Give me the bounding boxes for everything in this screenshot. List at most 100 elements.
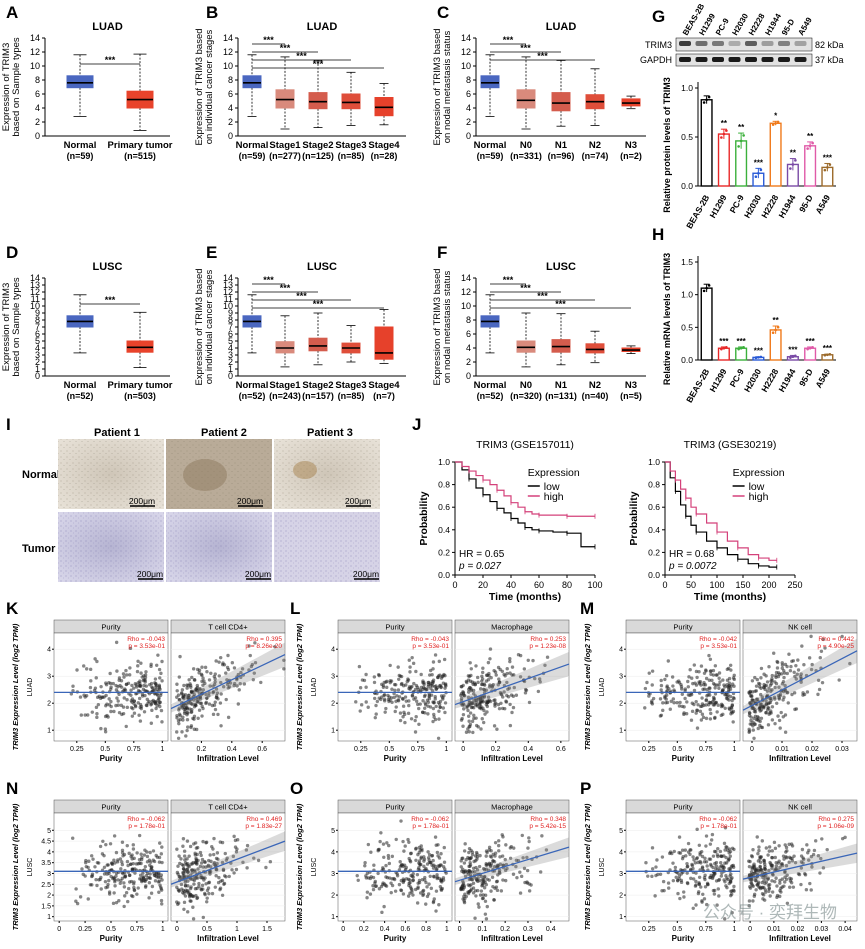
data-point [727,857,731,861]
data-point [712,697,716,701]
data-point [145,860,150,864]
data-point [184,734,188,738]
data-point [490,685,495,689]
data-point [390,854,395,859]
data-point [503,857,507,862]
x-n-label: (n=74) [582,151,609,161]
data-point [120,862,125,867]
data-point [244,848,249,852]
data-point [711,668,716,673]
data-point [536,689,541,694]
data-point [481,866,486,871]
data-point [373,879,377,884]
replicate-point [776,120,780,124]
data-point [374,712,378,716]
data-point [493,840,498,845]
sig-stars: *** [105,295,116,305]
data-point [105,713,109,718]
data-point [210,891,215,896]
data-point [225,682,230,687]
data-point [727,698,731,702]
data-point [208,853,212,857]
data-point [207,691,211,695]
data-point [493,704,497,708]
data-point [185,861,190,866]
data-point [88,667,93,672]
data-point [656,872,660,877]
y-tick-label: 0.6 [648,502,660,512]
data-point [770,855,774,860]
data-point [525,855,529,860]
data-point [761,705,766,709]
data-point [747,711,752,715]
data-point [357,664,362,669]
data-point [125,697,129,702]
data-point [102,865,107,870]
data-point [697,681,702,686]
wb-37kda: 37 kDa [815,55,844,65]
data-point [707,678,712,682]
scatter-points [355,819,448,915]
data-point [482,695,486,699]
data-point [98,844,103,849]
data-point [107,892,112,896]
data-point [368,892,373,896]
y-tick-label: 12 [461,47,471,57]
data-point [487,845,492,850]
data-point [144,670,148,674]
x-tick-label: N1 [555,380,568,391]
x-tick-label: Stage1 [269,140,301,151]
data-point [473,869,477,874]
data-point [211,847,215,851]
data-point [190,675,194,680]
data-point [433,684,437,689]
data-point [217,875,221,880]
wb-band-trim3 [745,41,757,46]
data-point [759,725,764,729]
data-point [712,849,717,854]
sig-stars: *** [296,291,307,301]
data-point [193,853,198,857]
data-point [495,727,499,731]
data-point [188,683,193,688]
data-point [683,687,688,691]
data-point [647,694,651,698]
chart-title: LUAD [546,21,577,33]
data-point [779,886,783,890]
x-tick-label: Normal [474,140,507,151]
data-point [89,679,93,683]
data-point [721,678,725,682]
data-point [359,703,364,707]
data-point [726,848,730,853]
data-point [95,712,99,716]
data-point [402,849,406,853]
data-point [132,711,137,715]
data-point [727,688,731,692]
data-point [176,736,181,740]
data-point [409,851,413,856]
x-axis-label: Infiltration Level [481,754,543,763]
data-point [790,856,794,861]
data-point [122,904,126,909]
data-point [719,704,724,709]
data-point [159,708,164,713]
data-point [177,675,182,679]
data-point [467,714,471,718]
x-tick-label: 0 [748,926,752,933]
data-point [203,860,207,864]
data-point [140,675,144,679]
data-point [181,718,185,722]
data-point [677,681,682,685]
data-point [407,881,411,886]
y-tick-label: 0.0 [681,355,693,365]
data-point [426,712,430,716]
data-point [693,681,697,685]
data-point [655,858,659,862]
x-tick-label: 40 [506,580,516,590]
y-tick-label: 6 [228,329,233,339]
data-point [221,661,225,665]
data-point [213,677,217,681]
sig-stars: ** [721,119,728,128]
patient-3-label: Patient 3 [307,427,353,439]
